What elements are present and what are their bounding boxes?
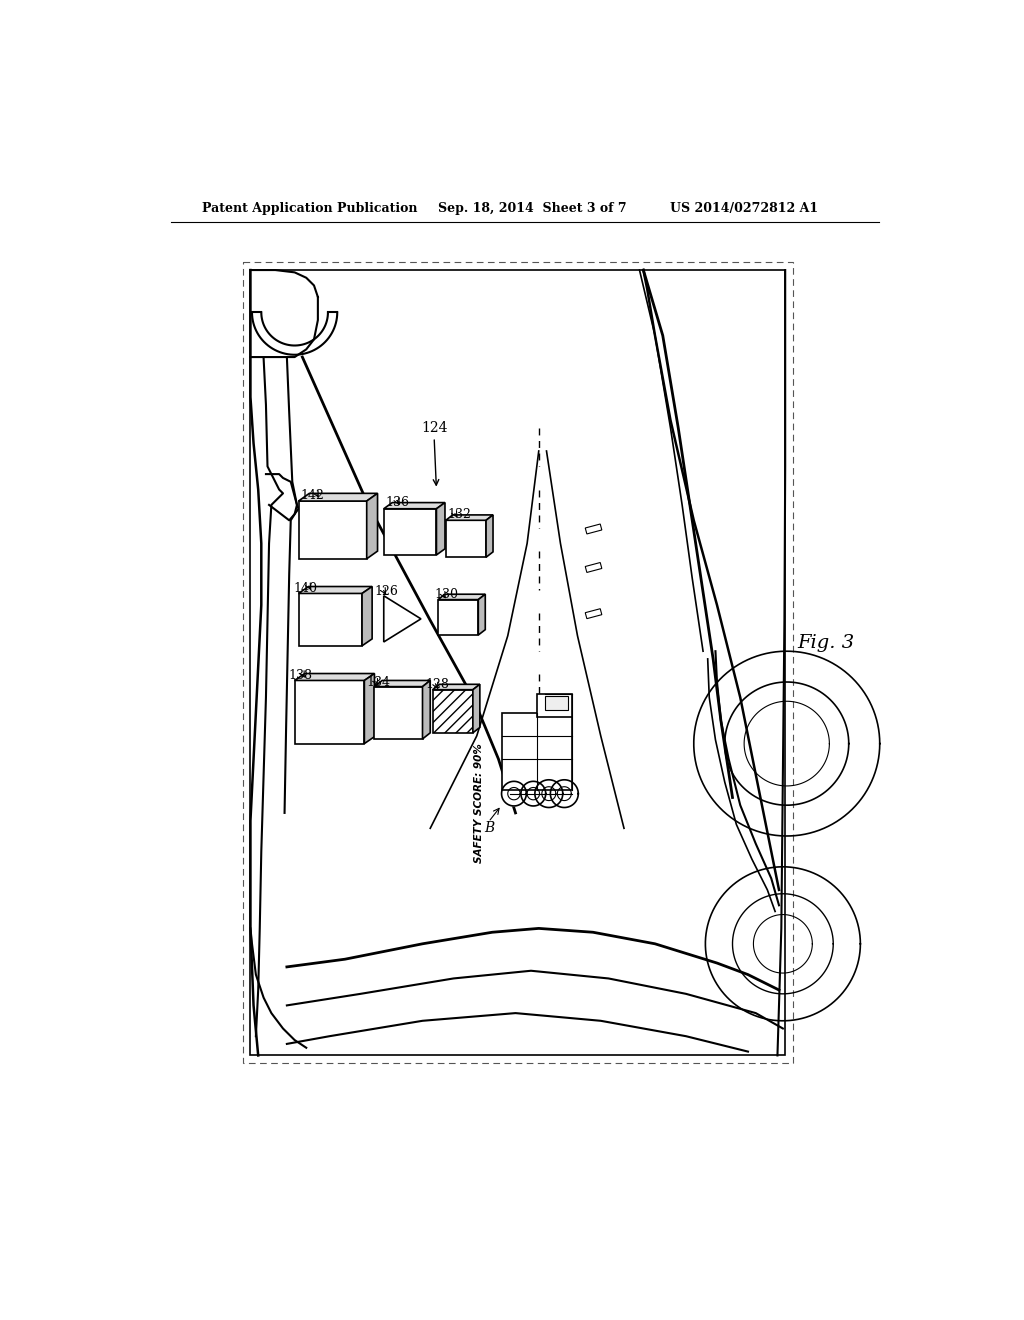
Text: 126: 126 [375,585,398,598]
Polygon shape [438,594,485,599]
Text: Patent Application Publication: Patent Application Publication [202,202,417,215]
Polygon shape [299,502,367,558]
Circle shape [550,780,579,808]
Circle shape [521,781,546,807]
Polygon shape [445,520,486,557]
Polygon shape [432,684,480,689]
Text: 140: 140 [293,582,317,594]
Text: B: B [484,821,495,836]
Text: 124: 124 [421,421,447,434]
Polygon shape [384,508,436,554]
Polygon shape [432,689,473,733]
Polygon shape [438,599,478,635]
Polygon shape [478,594,485,635]
Polygon shape [423,681,430,739]
Polygon shape [362,586,372,645]
Bar [243,263,793,1063]
Text: SAFETY SCORE: 90%: SAFETY SCORE: 90% [474,743,484,863]
Text: 136: 136 [385,496,410,510]
Bar [545,696,568,710]
Text: US 2014/0272812 A1: US 2014/0272812 A1 [671,202,818,215]
Polygon shape [295,673,375,681]
Text: 138: 138 [289,669,312,682]
Polygon shape [299,494,378,502]
Polygon shape [473,684,480,733]
Text: 142: 142 [300,490,324,502]
Polygon shape [384,595,421,642]
Bar [538,693,572,717]
Polygon shape [436,503,445,554]
Polygon shape [384,503,445,508]
Text: 132: 132 [447,508,471,520]
Text: Sep. 18, 2014  Sheet 3 of 7: Sep. 18, 2014 Sheet 3 of 7 [438,202,627,215]
Text: 128: 128 [426,677,450,690]
Bar [251,271,785,1056]
Circle shape [502,781,526,807]
Polygon shape [299,586,372,594]
Polygon shape [486,515,493,557]
Polygon shape [295,681,365,743]
Text: Fig. 3: Fig. 3 [797,635,854,652]
Polygon shape [375,681,430,686]
Polygon shape [445,515,493,520]
Polygon shape [375,686,423,739]
Text: 130: 130 [434,589,458,602]
Circle shape [535,780,563,808]
Bar [586,609,602,619]
Bar [586,524,602,535]
Text: 134: 134 [367,676,391,689]
Bar [503,713,572,789]
Polygon shape [365,673,375,743]
Bar [586,562,602,573]
Polygon shape [367,494,378,558]
Polygon shape [299,594,362,645]
